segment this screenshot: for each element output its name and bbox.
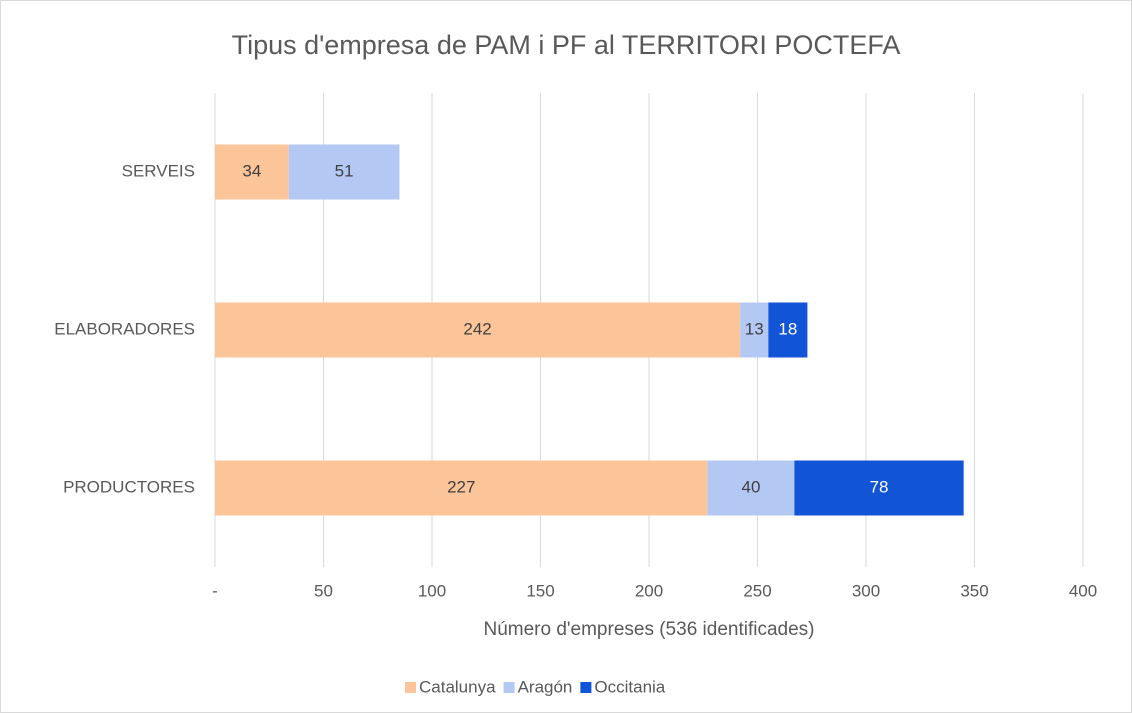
bar-segment — [215, 460, 708, 516]
x-axis-title: Número d'empreses (536 identificades) — [483, 619, 814, 640]
legend-swatch — [580, 682, 592, 693]
x-tick-label: - — [212, 581, 218, 600]
bar-segment — [215, 144, 289, 200]
x-tick-label: 100 — [418, 581, 446, 600]
bar-segment — [707, 460, 795, 516]
data-label: 51 — [335, 161, 354, 180]
data-label: 34 — [242, 161, 261, 180]
x-tick-label: 250 — [743, 581, 771, 600]
x-tick-label: 400 — [1069, 581, 1097, 600]
y-tick-label: PRODUCTORES — [63, 477, 195, 496]
y-tick-label: ELABORADORES — [54, 319, 195, 338]
x-tick-label: 300 — [852, 581, 880, 600]
legend-label: Catalunya — [419, 677, 496, 696]
chart-title: Tipus d'empresa de PAM i PF al TERRITORI… — [232, 30, 901, 60]
bar-segment — [740, 302, 769, 358]
x-tick-label: 150 — [526, 581, 554, 600]
bar-segment — [794, 460, 964, 516]
data-label: 242 — [463, 319, 491, 338]
data-label: 227 — [447, 477, 475, 496]
data-label: 13 — [745, 319, 764, 338]
legend-swatch — [503, 682, 515, 693]
data-label: 18 — [778, 319, 797, 338]
x-tick-label: 200 — [635, 581, 663, 600]
x-tick-label: 50 — [314, 581, 333, 600]
legend-label: Aragón — [518, 677, 573, 696]
bar-segment — [288, 144, 400, 200]
x-tick-label: 350 — [960, 581, 988, 600]
data-label: 78 — [870, 477, 889, 496]
y-tick-label: SERVEIS — [122, 161, 195, 180]
bar-segment — [215, 302, 741, 358]
data-label: 40 — [742, 477, 761, 496]
legend-label: Occitania — [594, 677, 665, 696]
bar-segment — [768, 302, 808, 358]
legend-swatch — [405, 682, 416, 693]
